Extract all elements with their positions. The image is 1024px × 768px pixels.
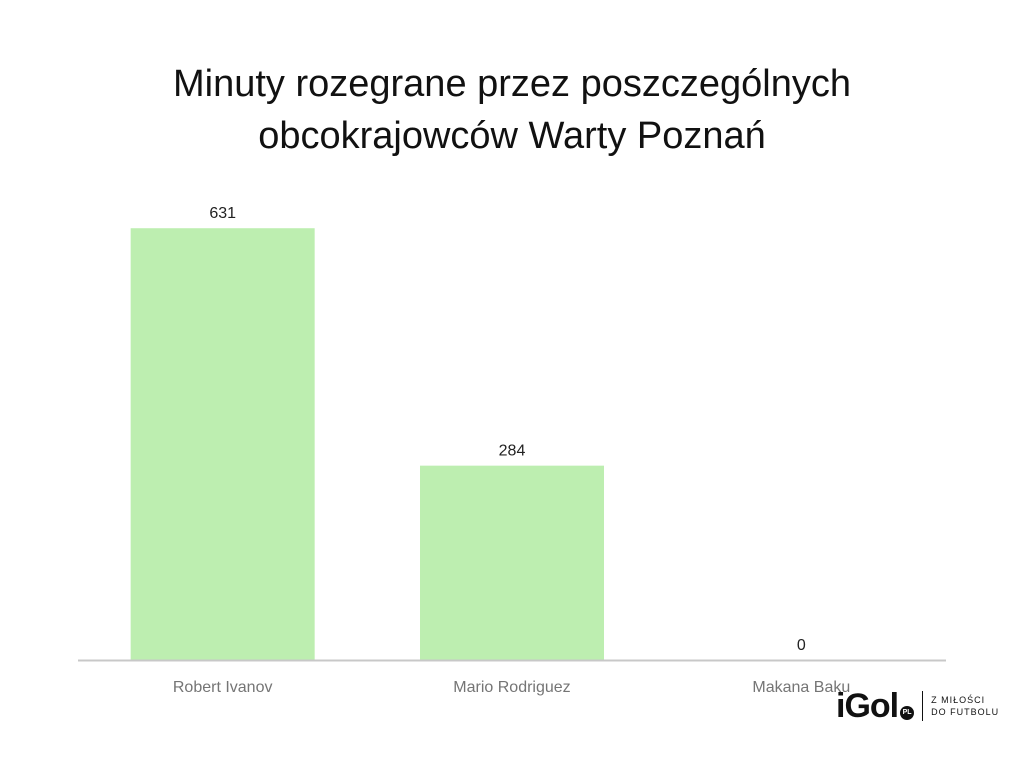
data-label: 284	[499, 443, 526, 460]
brand-watermark: iGol PL Z MIŁOŚCI DO FUTBOLU	[836, 688, 999, 724]
data-label: 0	[797, 637, 806, 654]
brand-separator	[922, 691, 924, 721]
x-tick-label: Robert Ivanov	[173, 679, 273, 696]
brand-tagline-line-1: Z MIŁOŚCI	[931, 695, 986, 705]
brand-tagline-line-2: DO FUTBOLU	[931, 707, 1000, 717]
brand-logo: iGol	[836, 687, 899, 725]
brand-tagline: Z MIŁOŚCI DO FUTBOLU	[931, 694, 999, 718]
x-tick-label: Mario Rodriguez	[453, 679, 570, 696]
chart-title: Minuty rozegrane przez poszczególnych ob…	[0, 58, 1024, 162]
x-tick-label: Makana Baku	[752, 679, 850, 696]
chart-title-line-1: Minuty rozegrane przez poszczególnych	[172, 63, 851, 105]
chart-title-line-2: obcokrajowców Warty Poznań	[258, 115, 766, 157]
bar	[130, 228, 315, 661]
bar	[420, 465, 604, 660]
data-label: 631	[209, 205, 236, 222]
brand-pl-badge: PL	[900, 706, 915, 720]
